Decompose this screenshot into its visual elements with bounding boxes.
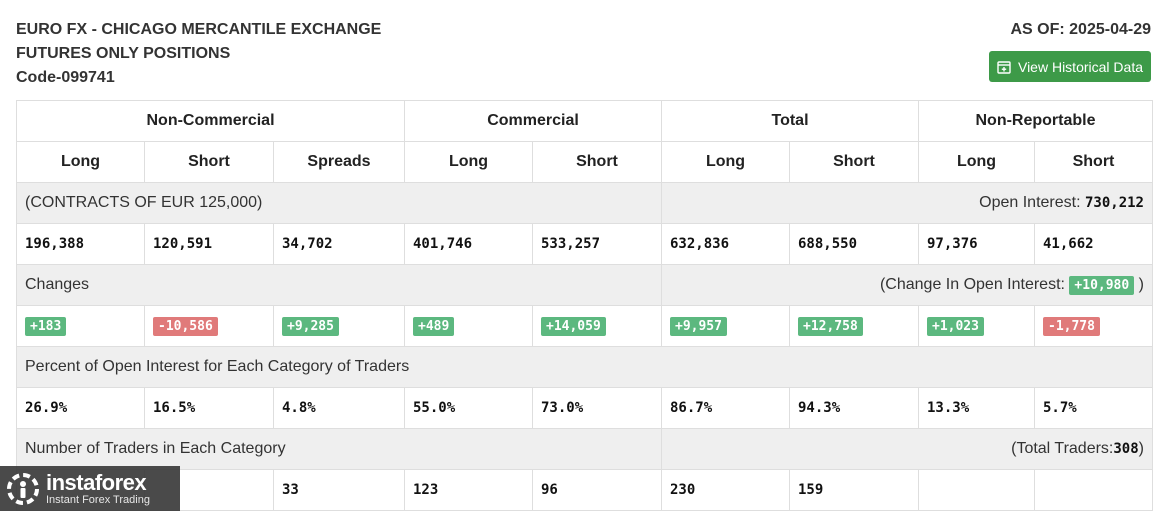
group-header: Total <box>661 100 919 142</box>
table-cell: 196,388 <box>16 223 145 265</box>
table-cell: 401,746 <box>404 223 533 265</box>
change-in-open-interest: (Change In Open Interest: +10,980 ) <box>661 264 1153 306</box>
change-oi-suffix: ) <box>1138 275 1144 293</box>
table-cell: 97,376 <box>918 223 1035 265</box>
table-cell: 41,662 <box>1034 223 1153 265</box>
column-header-row: Long Short Spreads Long Short Long Short… <box>16 141 1153 183</box>
table-cell: 55.0% <box>404 387 533 429</box>
calendar-plus-icon <box>997 60 1011 74</box>
instaforex-logo: instaforex Instant Forex Trading <box>0 466 180 511</box>
column-header: Long <box>16 141 145 183</box>
table-cell: 86.7% <box>661 387 790 429</box>
change-oi-badge: +10,980 <box>1069 275 1135 295</box>
table-cell: +14,059 <box>532 305 662 347</box>
total-traders-suffix: ) <box>1138 440 1144 457</box>
report-code: Code-099741 <box>16 69 115 86</box>
table-cell: 159 <box>789 469 919 511</box>
logo-tagline: Instant Forex Trading <box>46 493 150 506</box>
view-historical-data-label: View Historical Data <box>1017 58 1143 75</box>
table-cell: +489 <box>404 305 533 347</box>
table-cell: 34,702 <box>273 223 405 265</box>
change-badge: +183 <box>25 316 67 336</box>
cot-positions-table: Non-Commercial Commercial Total Non-Repo… <box>16 100 1153 511</box>
report-subtitle: FUTURES ONLY POSITIONS <box>16 45 231 62</box>
as-of-date: AS OF: 2025-04-29 <box>1010 21 1151 38</box>
report-title: EURO FX - CHICAGO MERCANTILE EXCHANGE <box>16 21 382 38</box>
logo-text: instaforex Instant Forex Trading <box>46 469 150 506</box>
table-cell: +1,023 <box>918 305 1035 347</box>
percent-label: Percent of Open Interest for Each Catego… <box>16 346 1153 388</box>
table-cell: 688,550 <box>789 223 919 265</box>
column-header: Short <box>789 141 919 183</box>
table-cell: 13.3% <box>918 387 1035 429</box>
contracts-label: (CONTRACTS OF EUR 125,000) <box>16 182 662 224</box>
column-header: Short <box>532 141 662 183</box>
change-badge: +12,758 <box>798 316 863 336</box>
table-cell: 94.3% <box>789 387 919 429</box>
table-cell: +9,957 <box>661 305 790 347</box>
changes-section-row: Changes (Change In Open Interest: +10,98… <box>16 264 1153 306</box>
table-cell: 632,836 <box>661 223 790 265</box>
column-header: Short <box>1034 141 1153 183</box>
total-traders: (Total Traders:308) <box>661 428 1153 470</box>
logo-brand: instaforex <box>46 469 147 495</box>
table-cell <box>1034 469 1153 511</box>
open-interest-value: 730,212 <box>1084 195 1144 211</box>
percent-values-row: 26.9% 16.5% 4.8% 55.0% 73.0% 86.7% 94.3%… <box>16 387 1153 429</box>
contracts-values-row: 196,388 120,591 34,702 401,746 533,257 6… <box>16 223 1153 265</box>
column-header: Short <box>144 141 274 183</box>
column-header: Long <box>404 141 533 183</box>
open-interest: Open Interest: 730,212 <box>661 182 1153 224</box>
table-cell: 5.7% <box>1034 387 1153 429</box>
traders-label: Number of Traders in Each Category <box>16 428 662 470</box>
change-badge: +1,023 <box>927 316 984 336</box>
table-cell: 16.5% <box>144 387 274 429</box>
group-header: Non-Reportable <box>918 100 1153 142</box>
table-cell: -1,778 <box>1034 305 1153 347</box>
open-interest-label: Open Interest: <box>979 194 1081 211</box>
table-cell: 33 <box>273 469 405 511</box>
group-header: Non-Commercial <box>16 100 405 142</box>
change-badge: +14,059 <box>541 316 606 336</box>
table-cell: 4.8% <box>273 387 405 429</box>
table-cell: 73.0% <box>532 387 662 429</box>
percent-section-row: Percent of Open Interest for Each Catego… <box>16 346 1153 388</box>
changes-label: Changes <box>16 264 662 306</box>
instaforex-logo-icon <box>7 472 39 505</box>
table-cell: +183 <box>16 305 145 347</box>
change-badge: -10,586 <box>153 316 218 336</box>
traders-values-row: 33 123 96 230 159 <box>16 469 1153 511</box>
change-badge: +9,285 <box>282 316 339 336</box>
change-badge: -1,778 <box>1043 316 1100 336</box>
changes-values-row: +183 -10,586 +9,285 +489 +14,059 +9,957 … <box>16 305 1153 347</box>
table-cell: 120,591 <box>144 223 274 265</box>
total-traders-prefix: (Total Traders: <box>1011 440 1114 457</box>
table-cell: 96 <box>532 469 662 511</box>
column-header: Long <box>918 141 1035 183</box>
column-header: Spreads <box>273 141 405 183</box>
contracts-section-row: (CONTRACTS OF EUR 125,000) Open Interest… <box>16 182 1153 224</box>
change-badge: +9,957 <box>670 316 727 336</box>
table-cell: -10,586 <box>144 305 274 347</box>
table-cell: 26.9% <box>16 387 145 429</box>
table-cell: +12,758 <box>789 305 919 347</box>
column-header: Long <box>661 141 790 183</box>
group-header-row: Non-Commercial Commercial Total Non-Repo… <box>16 100 1153 142</box>
table-cell: 533,257 <box>532 223 662 265</box>
view-historical-data-button[interactable]: View Historical Data <box>988 51 1151 82</box>
table-cell <box>918 469 1035 511</box>
table-cell: 230 <box>661 469 790 511</box>
total-traders-value: 308 <box>1113 441 1139 457</box>
report-header: EURO FX - CHICAGO MERCANTILE EXCHANGE FU… <box>16 18 381 90</box>
change-oi-prefix: (Change In Open Interest: <box>879 275 1065 293</box>
change-badge: +489 <box>413 316 455 336</box>
table-cell: 123 <box>404 469 533 511</box>
traders-section-row: Number of Traders in Each Category (Tota… <box>16 428 1153 470</box>
group-header: Commercial <box>404 100 662 142</box>
table-cell: +9,285 <box>273 305 405 347</box>
